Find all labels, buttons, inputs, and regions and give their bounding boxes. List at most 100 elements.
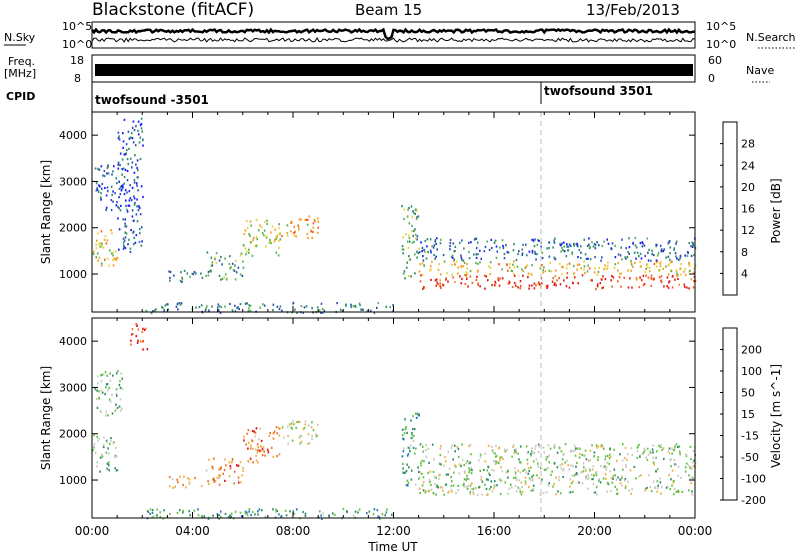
echo-cell (441, 486, 444, 489)
echo-cell (451, 256, 454, 259)
echo-cell (126, 179, 129, 182)
colorbar-tick-label: 8 (741, 246, 748, 259)
echo-cell (603, 240, 605, 243)
echo-cell (250, 513, 252, 517)
echo-cell (96, 389, 98, 392)
echo-cell (357, 511, 359, 514)
echo-cell (210, 256, 213, 259)
echo-cell (239, 273, 242, 276)
echo-cell (273, 240, 275, 243)
echo-cell (404, 428, 407, 431)
echo-cell (539, 493, 542, 496)
echo-cell (588, 267, 591, 270)
echo-cell (227, 516, 230, 519)
echo-cell (480, 475, 483, 478)
echo-cell (118, 196, 120, 199)
echo-cell (625, 464, 627, 467)
echo-cell (465, 479, 467, 482)
echo-cell (646, 447, 649, 450)
echo-cell (554, 445, 556, 448)
echo-cell (354, 305, 356, 308)
echo-cell (536, 474, 538, 477)
echo-cell (183, 475, 185, 478)
echo-cell (118, 228, 121, 231)
echo-cell (264, 221, 266, 224)
echo-cell (584, 253, 587, 256)
echo-cell (526, 458, 529, 461)
echo-cell (628, 252, 630, 255)
echo-cell (515, 284, 517, 287)
echo-cell (249, 309, 252, 312)
echo-cell (111, 193, 113, 196)
echo-cell (228, 461, 231, 464)
echo-cell (684, 254, 687, 257)
echo-cell (671, 447, 673, 450)
echo-cell (108, 398, 111, 401)
echo-cell (468, 444, 470, 448)
echo-cell (612, 475, 615, 478)
echo-cell (690, 245, 692, 248)
echo-cell (611, 481, 614, 484)
echo-cell (439, 486, 442, 489)
echo-cell (491, 468, 493, 471)
noise-tick-left-bottom: 10^0 (62, 38, 92, 51)
echo-cell (451, 444, 453, 447)
echo-cell (101, 455, 104, 458)
echo-cell (414, 452, 416, 455)
echo-cell (442, 254, 445, 257)
echo-cell (548, 255, 551, 258)
echo-cell (372, 513, 375, 516)
echo-cell (477, 283, 479, 286)
echo-cell (248, 508, 251, 511)
echo-cell (407, 246, 410, 249)
echo-cell (219, 311, 222, 314)
echo-cell (109, 400, 112, 403)
echo-cell (101, 453, 103, 456)
echo-cell (117, 205, 119, 208)
echo-cell (679, 254, 682, 257)
echo-cell (123, 153, 126, 156)
echo-cell (595, 471, 598, 474)
echo-cell (545, 458, 548, 461)
echo-cell (563, 245, 565, 248)
echo-cell (655, 243, 657, 246)
xtick-label: 08:00 (276, 524, 311, 538)
echo-cell (317, 217, 319, 220)
echo-cell (687, 251, 689, 254)
echo-cell (268, 434, 271, 437)
echo-cell (417, 466, 419, 469)
echo-cell (667, 263, 670, 267)
echo-cell (298, 228, 300, 232)
echo-cell (445, 277, 447, 280)
echo-cell (475, 487, 477, 490)
echo-cell (503, 252, 506, 256)
echo-cell (139, 157, 142, 161)
echo-cell (124, 247, 127, 250)
echo-cell (424, 239, 427, 243)
echo-cell (287, 425, 289, 428)
echo-cell (291, 427, 293, 430)
echo-cell (405, 484, 408, 487)
echo-cell (257, 513, 259, 516)
echo-cell (138, 205, 140, 208)
echo-cell (589, 449, 592, 452)
echo-cell (639, 265, 642, 268)
echo-cell (163, 509, 165, 512)
colorbar-tick-label: -15 (741, 430, 759, 443)
echo-cell (224, 305, 226, 308)
echo-cell (625, 247, 627, 250)
echo-cell (421, 246, 424, 250)
echo-cell (307, 424, 310, 427)
echo-cell (248, 307, 250, 310)
echo-cell (527, 472, 530, 475)
echo-cell (451, 263, 453, 266)
echo-cell (530, 272, 533, 275)
echo-cell (401, 434, 404, 437)
echo-cell (586, 244, 589, 248)
echo-cell (642, 274, 645, 277)
echo-cell (118, 138, 121, 141)
echo-cell (656, 254, 659, 257)
echo-cell (408, 222, 411, 225)
echo-cell (270, 231, 272, 234)
